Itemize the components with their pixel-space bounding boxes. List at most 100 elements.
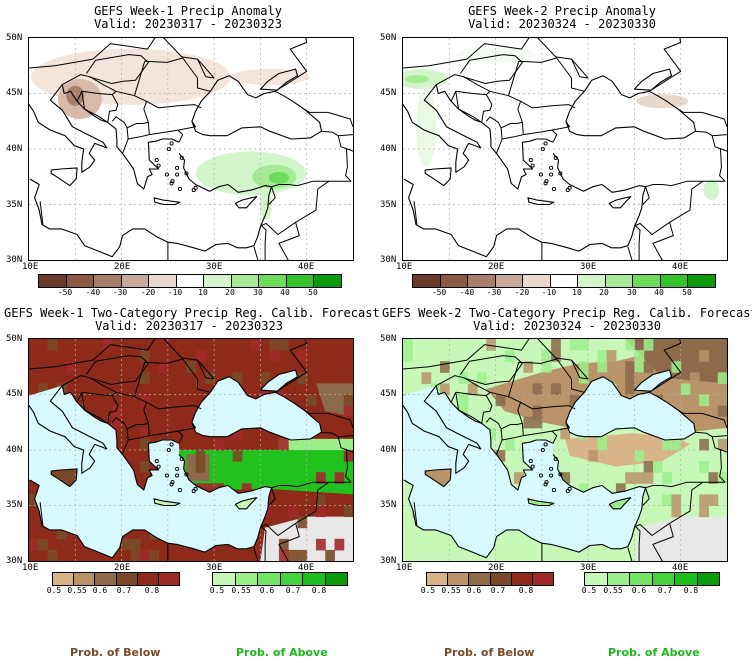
country-border <box>652 523 674 561</box>
island-coastline <box>538 172 543 177</box>
island-coastline <box>567 185 572 190</box>
island-coastline <box>184 472 189 477</box>
colorbar-label: 20 <box>599 288 609 297</box>
panel-title: GEFS Week-2 Two-Category Precip Reg. Cal… <box>382 306 752 320</box>
colorbar-label: -40 <box>85 288 101 297</box>
country-border <box>403 339 589 380</box>
island-coastline <box>530 464 535 469</box>
colorbar-swatch <box>523 275 551 287</box>
island-coastline <box>234 196 258 209</box>
colorbar-swatch <box>550 275 579 287</box>
map-svg <box>403 38 727 260</box>
colorbar-label: 0.7 <box>490 586 506 595</box>
lon-label: 20E <box>488 262 505 272</box>
island <box>51 468 78 487</box>
lon-label: 40E <box>672 563 689 573</box>
country-border <box>146 401 202 410</box>
coastline <box>403 454 647 559</box>
country-border <box>253 246 259 260</box>
country-border <box>711 436 727 453</box>
lon-label: 20E <box>488 563 505 573</box>
coastline <box>191 376 323 441</box>
colorbar-swatch <box>490 573 512 585</box>
country-border <box>303 108 353 127</box>
colorbar-label: 50 <box>682 288 692 297</box>
colorbar-label: 0.5 <box>581 586 597 595</box>
island-coastline <box>549 165 554 170</box>
country-border <box>321 431 353 438</box>
island-coastline <box>549 473 554 478</box>
panel-valid-dates: Valid: 20230317 - 20230323 <box>94 17 282 31</box>
country-border <box>85 54 149 84</box>
panel-valid-dates: Valid: 20230317 - 20230323 <box>95 319 283 333</box>
country-border <box>485 90 523 129</box>
colorbar-swatch <box>74 573 96 585</box>
lat-label: 40N <box>380 144 397 154</box>
island-coastline <box>527 197 555 206</box>
panel-title: GEFS Week-1 Two-Category Precip Reg. Cal… <box>4 306 380 320</box>
country-border <box>268 487 276 506</box>
country-border <box>122 127 129 154</box>
anomaly-colorbar <box>412 274 716 288</box>
island-coastline <box>530 163 535 168</box>
lat-label: 50N <box>6 334 23 344</box>
colorbar-label: 0.55 <box>231 586 251 595</box>
lon-label: 10E <box>396 563 413 573</box>
country-border <box>502 129 558 143</box>
lat-label: 30N <box>380 255 397 265</box>
country-border <box>648 38 682 92</box>
country-border <box>345 148 352 182</box>
sea-area <box>634 370 672 392</box>
island-coastline <box>166 447 171 453</box>
sea-area <box>260 370 298 392</box>
country-border <box>719 449 726 483</box>
country-border <box>345 449 352 483</box>
island-coastline <box>553 155 558 160</box>
country-border <box>642 487 650 506</box>
lat-label: 35N <box>380 500 397 510</box>
wetter-region <box>404 75 429 84</box>
colorbar-swatch <box>303 573 326 585</box>
island-coastline <box>424 167 452 187</box>
colorbar-swatch <box>495 275 524 287</box>
country-border <box>677 108 727 127</box>
island-coastline <box>551 487 556 493</box>
country-border <box>485 391 523 430</box>
masked-land <box>403 516 727 561</box>
country-border <box>521 423 524 436</box>
coastline <box>403 385 482 474</box>
island-coastline <box>540 447 545 453</box>
island-coastline <box>170 480 175 485</box>
colorbar-label: 30 <box>253 288 263 297</box>
colorbar-label: 0.8 <box>518 586 534 595</box>
island <box>235 497 257 509</box>
colorbar-swatch <box>66 275 95 287</box>
island-coastline <box>175 165 180 170</box>
lat-label: 35N <box>380 200 397 210</box>
country-border <box>81 392 119 424</box>
colorbar-swatch <box>448 573 470 585</box>
colorbar-label: 0.7 <box>657 586 673 595</box>
island-coastline <box>177 186 182 192</box>
colorbar-label: 0.55 <box>441 586 461 595</box>
island-coastline <box>544 179 549 184</box>
island-coastline <box>543 482 548 487</box>
colorbar-swatch <box>585 573 608 585</box>
panel-valid-dates: Valid: 20230324 - 20230330 <box>473 319 661 333</box>
coastline <box>403 84 482 173</box>
colorbar-swatch <box>660 275 689 287</box>
country-border <box>635 225 641 260</box>
country-border <box>81 91 119 123</box>
masked-land <box>29 516 353 561</box>
country-border <box>551 121 571 131</box>
country-border <box>274 339 308 393</box>
island-coastline <box>549 172 554 177</box>
island-coastline <box>154 459 159 464</box>
country-border <box>111 391 149 430</box>
colorbar-swatch <box>532 573 554 585</box>
colorbar-label: 40 <box>654 288 664 297</box>
colorbar-swatch <box>511 573 533 585</box>
colorbar-label: -30 <box>112 288 128 297</box>
country-border <box>261 481 330 536</box>
country-border <box>261 526 267 561</box>
